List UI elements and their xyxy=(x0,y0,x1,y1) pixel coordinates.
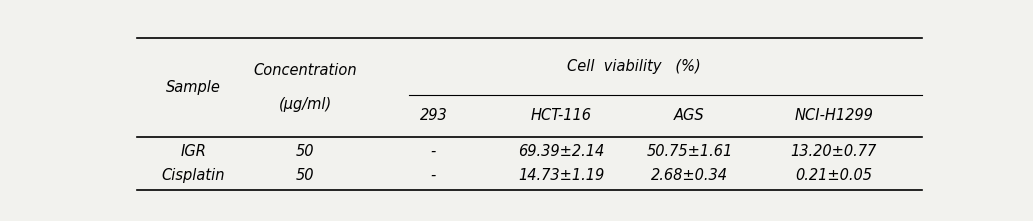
Text: 69.39±2.14: 69.39±2.14 xyxy=(519,144,604,159)
Text: 2.68±0.34: 2.68±0.34 xyxy=(651,168,728,183)
Text: NCI-H1299: NCI-H1299 xyxy=(794,108,873,123)
Text: Sample: Sample xyxy=(165,80,221,95)
Text: AGS: AGS xyxy=(675,108,705,123)
Text: IGR: IGR xyxy=(180,144,207,159)
Text: 50: 50 xyxy=(296,168,314,183)
Text: 13.20±0.77: 13.20±0.77 xyxy=(790,144,877,159)
Text: -: - xyxy=(431,168,436,183)
Text: HCT-116: HCT-116 xyxy=(531,108,592,123)
Text: Cisplatin: Cisplatin xyxy=(161,168,225,183)
Text: -: - xyxy=(431,144,436,159)
Text: 50: 50 xyxy=(296,144,314,159)
Text: 50.75±1.61: 50.75±1.61 xyxy=(647,144,732,159)
Text: (μg/ml): (μg/ml) xyxy=(279,97,332,112)
Text: 293: 293 xyxy=(419,108,447,123)
Text: Cell  viability   (%): Cell viability (%) xyxy=(567,59,700,74)
Text: 0.21±0.05: 0.21±0.05 xyxy=(795,168,872,183)
Text: Concentration: Concentration xyxy=(253,63,357,78)
Text: 14.73±1.19: 14.73±1.19 xyxy=(519,168,604,183)
